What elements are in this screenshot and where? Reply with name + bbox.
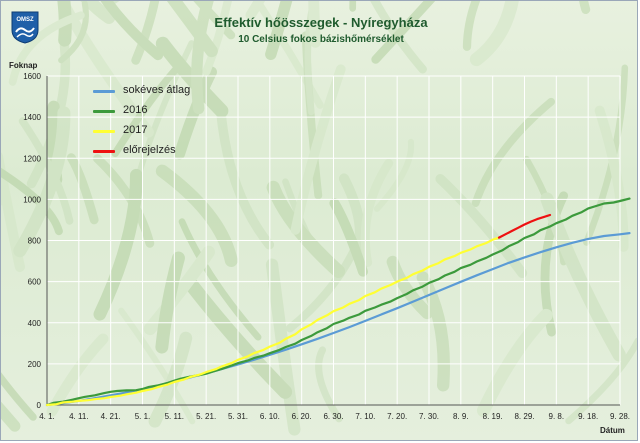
background-leaf <box>178 218 262 341</box>
y-tick-label: 0 <box>37 401 42 410</box>
y-tick-label: 1400 <box>23 113 41 122</box>
background-leaf <box>290 64 346 235</box>
y-tick-label: 800 <box>28 237 42 246</box>
background-leaf <box>100 1 164 61</box>
background-leaf <box>416 271 450 392</box>
background-leaf <box>155 36 229 118</box>
background-leaf <box>565 337 637 425</box>
legend-item: 2017 <box>93 123 213 143</box>
background-leaf <box>148 331 193 428</box>
legend-item: sokéves átlag <box>93 83 213 103</box>
background-leaf <box>191 1 214 115</box>
background-leaf <box>265 1 293 60</box>
x-tick-label: 7. 10. <box>355 412 375 421</box>
omsz-logo: OMSZ <box>10 10 40 44</box>
background-leaf <box>1 152 25 273</box>
x-tick-label: 5. 21. <box>196 412 216 421</box>
legend-item: 2016 <box>93 103 213 123</box>
legend-label: sokéves átlag <box>123 84 191 96</box>
background-leaf <box>181 274 293 399</box>
legend-item: előrejelzés <box>93 143 213 163</box>
y-tick-label: 200 <box>28 360 42 369</box>
x-axis-label: Dátum <box>600 426 625 435</box>
x-tick-label: 6. 10. <box>260 412 280 421</box>
background-leaf <box>471 97 556 207</box>
x-tick-label: 8. 29. <box>514 412 534 421</box>
background-leaf <box>118 307 196 425</box>
x-tick-label: 4. 1. <box>39 412 55 421</box>
background-leaf <box>80 1 116 24</box>
background-leaf <box>155 251 185 354</box>
background-leaf <box>370 1 427 74</box>
background-leaf <box>462 1 481 51</box>
x-tick-label: 9. 8. <box>549 412 565 421</box>
x-tick-label: 6. 30. <box>323 412 343 421</box>
background-leaf <box>58 1 89 64</box>
legend-label: előrejelzés <box>123 144 176 156</box>
y-tick-label: 1200 <box>23 154 41 163</box>
series-line-3 <box>497 213 552 239</box>
background-leaf <box>308 1 321 48</box>
svg-text:OMSZ: OMSZ <box>16 17 34 23</box>
background-leaf <box>469 1 519 67</box>
x-tick-label: 8. 19. <box>483 412 503 421</box>
background-leaf <box>285 246 358 333</box>
x-tick-label: 9. 18. <box>578 412 598 421</box>
background-leaf <box>216 107 275 250</box>
legend-swatch <box>93 150 115 153</box>
y-tick-label: 1000 <box>23 195 41 204</box>
background-leaf <box>57 1 72 47</box>
y-tick-label: 600 <box>28 278 42 287</box>
x-tick-label: 6. 20. <box>292 412 312 421</box>
x-tick-label: 7. 30. <box>419 412 439 421</box>
background-leaf <box>8 11 85 86</box>
background-leaf <box>360 158 394 268</box>
background-leaf <box>315 346 343 423</box>
background-leaf <box>111 60 184 158</box>
legend-swatch <box>93 130 115 133</box>
series-line-1 <box>45 197 631 407</box>
x-tick-label: 5. 1. <box>135 412 151 421</box>
background-leaf <box>66 153 99 225</box>
legend-swatch <box>93 110 115 113</box>
background-leaf <box>193 1 236 40</box>
legend: sokéves átlag 2016 2017 előrejelzés <box>93 83 213 163</box>
x-tick-label: 5. 11. <box>165 412 184 421</box>
y-tick-label: 400 <box>28 319 42 328</box>
background-leaf <box>1 372 37 421</box>
x-tick-label: 7. 20. <box>387 412 407 421</box>
x-tick-label: 9. 28. <box>610 412 630 421</box>
legend-swatch <box>93 90 115 93</box>
legend-label: 2016 <box>123 104 148 116</box>
background-leaf <box>386 255 434 320</box>
background-leaf <box>143 245 215 336</box>
x-tick-label: 5. 31. <box>228 412 248 421</box>
background-leaf <box>13 106 71 258</box>
x-tick-label: 4. 21. <box>101 412 121 421</box>
series-line-2 <box>45 236 501 407</box>
x-tick-label: 8. 9. <box>453 412 469 421</box>
y-axis-label: Foknap <box>9 61 38 70</box>
legend-label: 2017 <box>123 124 148 136</box>
y-tick-label: 1600 <box>23 72 41 81</box>
background-leaf <box>540 192 626 362</box>
chart-subtitle: 10 Celsius fokos bázishőmérséklet <box>238 34 404 45</box>
x-tick-label: 4. 11. <box>69 412 88 421</box>
background-leaf <box>1 401 21 432</box>
background-leaf <box>371 1 436 64</box>
background-leaf <box>373 138 415 212</box>
background-leaf <box>245 1 265 21</box>
series-line-0 <box>45 232 631 407</box>
background-leaf <box>329 198 368 277</box>
chart-title: Effektív hőösszegek - Nyíregyháza <box>214 15 428 30</box>
background-leaf <box>166 1 218 58</box>
